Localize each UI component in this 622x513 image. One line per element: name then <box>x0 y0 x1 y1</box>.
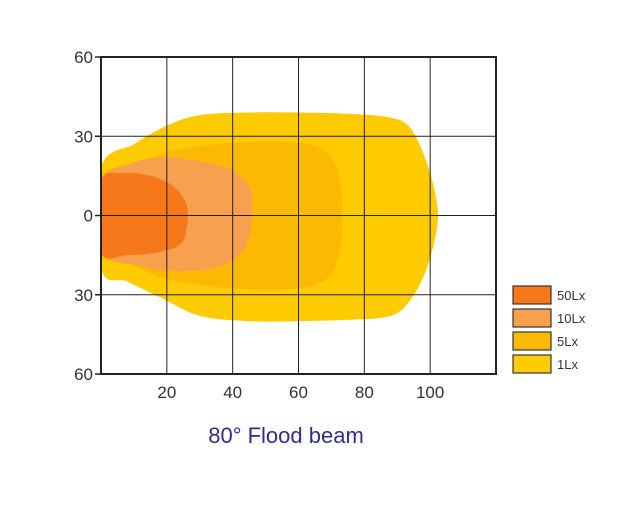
legend-label-50lx: 50Lx <box>557 288 586 303</box>
legend-swatch-5lx <box>512 331 552 351</box>
legend: 50Lx 10Lx 5Lx 1Lx <box>512 285 586 374</box>
x-tick-label: 40 <box>223 383 242 402</box>
y-tick-label: 0 <box>84 207 93 226</box>
legend-label-1lx: 1Lx <box>557 357 578 372</box>
x-tick-label: 20 <box>157 383 176 402</box>
y-tick-label: 30 <box>74 127 93 146</box>
x-tick-label: 60 <box>289 383 308 402</box>
y-tick-label: 60 <box>74 365 93 384</box>
y-tick-label: 30 <box>74 286 93 305</box>
grid-lines <box>101 57 496 374</box>
chart-title: 80° Flood beam <box>208 423 364 448</box>
x-tick-label: 100 <box>416 383 444 402</box>
x-axis-ticks: 20 40 60 80 100 <box>157 383 444 402</box>
y-tick-label: 60 <box>74 48 93 67</box>
legend-label-5lx: 5Lx <box>557 334 578 349</box>
legend-swatch-50lx <box>512 285 552 305</box>
legend-label-10lx: 10Lx <box>557 311 586 326</box>
legend-swatch-1lx <box>512 354 552 374</box>
beam-areas <box>101 112 438 322</box>
x-tick-label: 80 <box>355 383 374 402</box>
y-axis-ticks: 60 30 0 30 60 <box>74 48 101 384</box>
legend-swatch-10lx <box>512 308 552 328</box>
